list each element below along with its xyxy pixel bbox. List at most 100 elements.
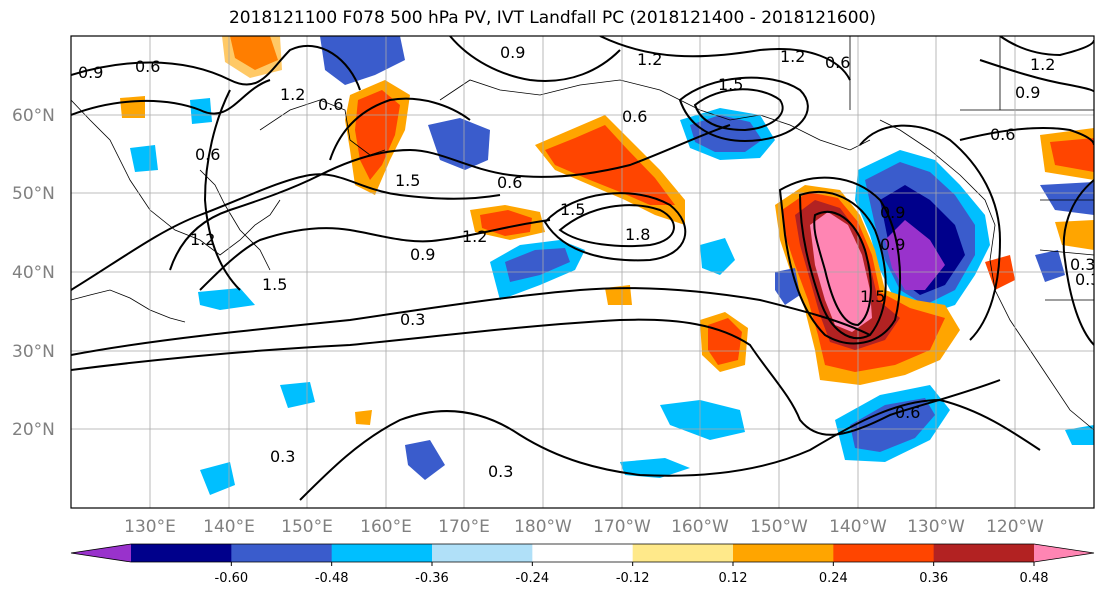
contour-labels: 0.9 0.6 1.2 0.6 0.9 0.6 1.2 1.5 0.6 0.9 … [78,43,1100,481]
contour-label: 1.2 [780,47,805,66]
colorbar-segment [632,544,734,562]
colorbar-tick-label: -0.60 [215,571,249,586]
colorbar-segment [331,544,433,562]
lat-label-40n: 40°N [12,263,55,283]
positive-anomaly-region [545,125,675,205]
lon-label: 130°E [124,517,176,537]
pv-contours [71,36,1094,501]
positive-anomaly-region [1050,138,1094,172]
colorbar-extend-max [1034,544,1094,562]
negative-anomaly-region [320,36,405,85]
negative-anomaly-region [405,440,445,480]
colorbar-segment [933,544,1035,562]
negative-anomaly-region [690,115,762,152]
colorbar-tick-label: 0.12 [719,571,748,586]
positive-anomaly-region [355,410,372,425]
contour-label: 0.3 [1075,270,1100,289]
contour-label: 1.5 [262,275,287,294]
positive-anomaly-region [1055,220,1094,250]
contour-label: 0.6 [895,403,920,422]
colorbar-segment [833,544,935,562]
negative-anomaly-region [280,382,315,408]
graticule [71,36,1094,508]
lon-label: 160°E [360,517,412,537]
contour-label: 0.6 [622,107,647,126]
latitude-labels: 60°N 50°N 40°N 30°N 20°N [12,106,55,440]
lon-label: 140°E [203,517,255,537]
lon-label: 170°E [438,517,490,537]
lat-label-30n: 30°N [12,342,55,362]
lat-label-50n: 50°N [12,184,55,204]
ivt-shading [120,36,1094,495]
lon-label: 180°W [514,517,572,537]
positive-anomaly-region [605,285,632,305]
contour-label: 0.9 [410,245,435,264]
contour-label: 0.6 [990,125,1015,144]
negative-anomaly-region [130,145,158,172]
lon-label: 150°E [281,517,333,537]
colorbar-tick-label: -0.24 [516,571,550,586]
colorbar-tick-label: 0.48 [1020,571,1049,586]
contour-label: 1.5 [560,200,585,219]
contour-label: 1.5 [395,171,420,190]
lon-label: 120°W [986,517,1044,537]
contour-label: 1.2 [280,85,305,104]
contour-label: 0.3 [400,310,425,329]
colorbar-segment [532,544,634,562]
colorbar-segment [733,544,834,562]
positive-anomaly-region [222,36,282,78]
contour-label: 0.9 [78,63,103,82]
lat-label-20n: 20°N [12,420,55,440]
contour-label: 0.6 [135,57,160,76]
lon-label: 130°W [907,517,965,537]
negative-anomaly-region [1035,250,1065,282]
colorbar-segment [231,544,333,562]
contour-label: 0.6 [497,173,522,192]
negative-anomaly-region [198,288,255,310]
negative-anomaly-region [200,462,235,495]
contour-label: 1.5 [860,287,885,306]
contour-label: 0.6 [195,145,220,164]
negative-anomaly-region [700,238,735,275]
lon-label: 150°W [750,517,808,537]
colorbar-tick-label: -0.36 [415,571,449,586]
contour-label: 1.2 [637,50,662,69]
colorbar-segment [131,544,232,562]
lon-label: 170°W [593,517,651,537]
negative-anomaly-region [850,398,935,452]
contour-label: 1.8 [625,225,650,244]
coastlines [71,36,1094,431]
contour-label: 0.9 [1015,83,1040,102]
map-title: 2018121100 F078 500 hPa PV, IVT Landfall… [228,8,876,28]
colorbar-tick-label: -0.12 [616,571,650,586]
colorbar: -0.60 -0.48 -0.36 -0.24 -0.12 0.12 0.24 0.36 0.4… [70,543,1095,586]
lat-label-60n: 60°N [12,106,55,126]
contour-label: 0.3 [270,447,295,466]
contour-label: 1.2 [190,230,215,249]
colorbar-tick-label: 0.24 [819,571,848,586]
colorbar-tick-label: 0.36 [919,571,948,586]
colorbar-outline [70,543,1095,563]
contour-label: 0.3 [1070,255,1095,274]
lon-label: 140°W [829,517,887,537]
contour-label: 0.6 [318,95,343,114]
negative-anomaly-region [620,458,690,478]
contour-label: 0.3 [488,462,513,481]
colorbar-tick-label: -0.48 [315,571,349,586]
colorbar-extend-min [71,544,131,562]
colorbar-segment [432,544,533,562]
negative-anomaly-region [505,248,570,282]
negative-anomaly-region [1040,182,1094,215]
contour-label: 1.2 [1030,55,1055,74]
contour-label: 0.9 [880,235,905,254]
negative-anomaly-region [1065,425,1094,445]
contour-label: 1.2 [462,227,487,246]
map-plot-area: 0.9 0.6 1.2 0.6 0.9 0.6 1.2 1.5 0.6 0.9 … [71,36,1100,508]
negative-anomaly-region [660,400,745,440]
contour-label: 0.6 [825,53,850,72]
contour-label: 1.5 [718,75,743,94]
contour-label: 0.9 [880,203,905,222]
map-frame [70,35,1095,509]
contour-label: 0.9 [500,43,525,62]
